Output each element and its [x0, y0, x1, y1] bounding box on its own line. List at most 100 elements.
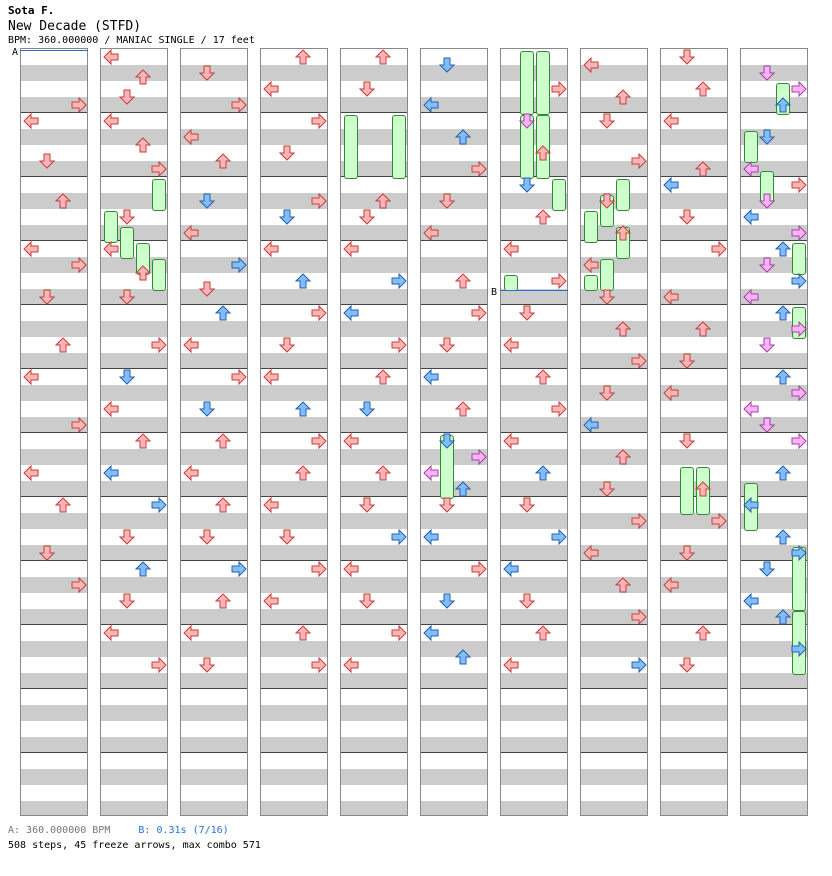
chart-column — [420, 48, 488, 816]
measure-line — [261, 560, 327, 561]
left-arrow — [263, 593, 279, 609]
measure-line — [101, 432, 167, 433]
measure-line — [21, 624, 87, 625]
left-arrow — [103, 113, 119, 129]
measure-line — [661, 176, 727, 177]
down-arrow — [519, 305, 535, 321]
right-arrow — [231, 561, 247, 577]
measure-line — [741, 240, 807, 241]
right-arrow — [71, 97, 87, 113]
left-arrow — [183, 129, 199, 145]
measure-line — [741, 496, 807, 497]
freeze-arrow — [520, 51, 534, 115]
down-arrow — [519, 113, 535, 129]
measure-line — [101, 112, 167, 113]
left-arrow — [423, 369, 439, 385]
down-arrow — [679, 433, 695, 449]
left-arrow — [263, 241, 279, 257]
measure-line — [421, 496, 487, 497]
measure-line — [661, 560, 727, 561]
right-arrow — [471, 161, 487, 177]
freeze-arrow — [792, 243, 806, 275]
measure-line — [181, 368, 247, 369]
measure-line — [741, 368, 807, 369]
left-arrow — [263, 81, 279, 97]
up-arrow — [295, 401, 311, 417]
up-arrow — [295, 273, 311, 289]
left-arrow — [503, 337, 519, 353]
measure-line — [261, 240, 327, 241]
chart-column — [340, 48, 408, 816]
right-arrow — [631, 353, 647, 369]
up-arrow — [375, 193, 391, 209]
right-arrow — [791, 433, 807, 449]
measure-line — [341, 368, 407, 369]
down-arrow — [119, 593, 135, 609]
down-arrow — [599, 289, 615, 305]
freeze-arrow — [600, 259, 614, 291]
right-arrow — [791, 641, 807, 657]
measure-line — [21, 688, 87, 689]
down-arrow — [119, 529, 135, 545]
left-arrow — [263, 497, 279, 513]
up-arrow — [375, 369, 391, 385]
right-arrow — [311, 657, 327, 673]
measure-line — [21, 240, 87, 241]
measure-line — [21, 752, 87, 753]
right-arrow — [391, 529, 407, 545]
right-arrow — [471, 561, 487, 577]
freeze-arrow — [584, 211, 598, 243]
measure-line — [101, 688, 167, 689]
right-arrow — [151, 497, 167, 513]
up-arrow — [775, 369, 791, 385]
right-arrow — [711, 241, 727, 257]
speed-marker-b-line — [500, 290, 568, 291]
measure-line — [21, 560, 87, 561]
up-arrow — [695, 81, 711, 97]
left-arrow — [183, 225, 199, 241]
measure-line — [181, 496, 247, 497]
measure-line — [181, 240, 247, 241]
measure-line — [741, 112, 807, 113]
left-arrow — [743, 593, 759, 609]
measure-line — [661, 624, 727, 625]
measure-line — [501, 752, 567, 753]
measure-line — [581, 688, 647, 689]
up-arrow — [215, 433, 231, 449]
bpm-marker-a: A — [12, 47, 19, 58]
right-arrow — [311, 305, 327, 321]
left-arrow — [183, 625, 199, 641]
up-arrow — [55, 497, 71, 513]
measure-line — [101, 176, 167, 177]
right-arrow — [311, 113, 327, 129]
left-arrow — [343, 305, 359, 321]
measure-line — [341, 624, 407, 625]
measure-line — [501, 112, 567, 113]
down-arrow — [759, 561, 775, 577]
measure-line — [501, 688, 567, 689]
right-arrow — [551, 529, 567, 545]
right-arrow — [551, 81, 567, 97]
measure-line — [181, 752, 247, 753]
left-arrow — [663, 177, 679, 193]
measure-line — [341, 304, 407, 305]
left-arrow — [743, 289, 759, 305]
down-arrow — [759, 417, 775, 433]
measure-line — [181, 304, 247, 305]
measure-line — [21, 304, 87, 305]
left-arrow — [583, 257, 599, 273]
up-arrow — [135, 137, 151, 153]
freeze-arrow — [504, 275, 518, 291]
down-arrow — [119, 209, 135, 225]
up-arrow — [615, 577, 631, 593]
up-arrow — [775, 465, 791, 481]
measure-line — [341, 240, 407, 241]
right-arrow — [311, 433, 327, 449]
measure-line — [581, 624, 647, 625]
down-arrow — [759, 193, 775, 209]
up-arrow — [295, 625, 311, 641]
measure-line — [101, 496, 167, 497]
up-arrow — [775, 97, 791, 113]
left-arrow — [343, 241, 359, 257]
up-arrow — [775, 529, 791, 545]
